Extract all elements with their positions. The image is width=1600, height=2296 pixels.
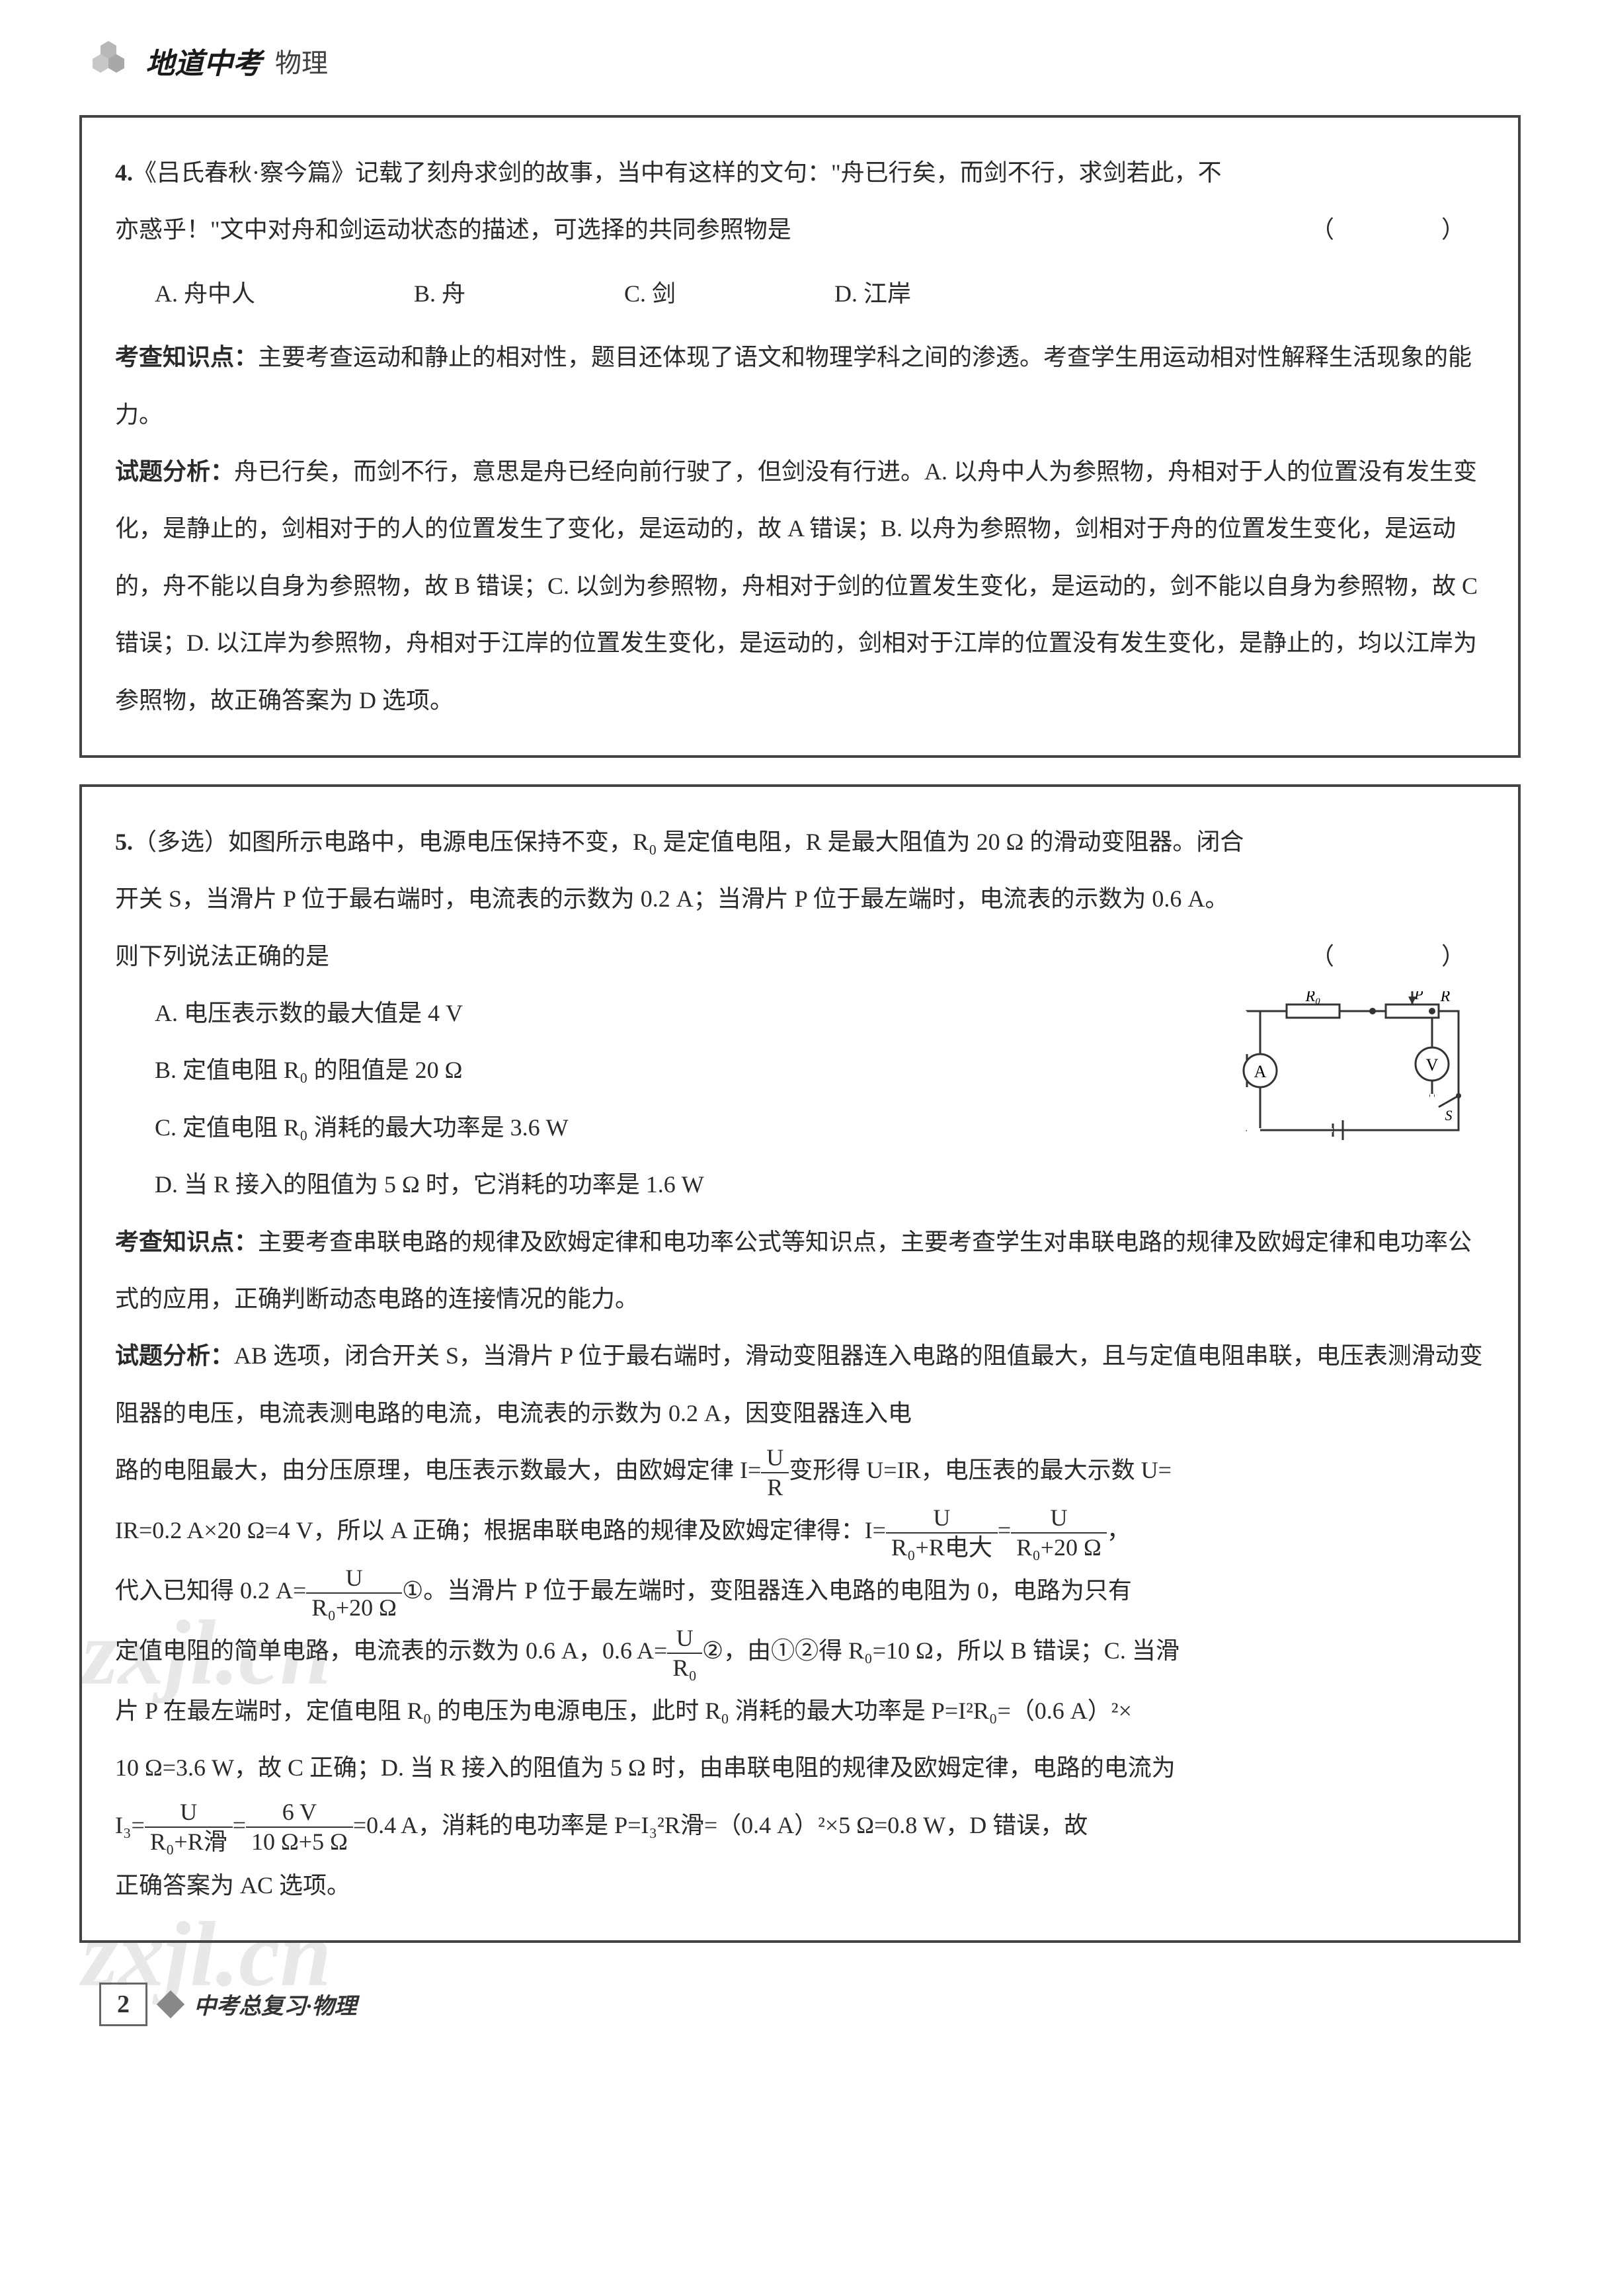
question-4-box: 4.《吕氏春秋·察今篇》记载了刻舟求剑的故事，当中有这样的文句："舟已行矣，而剑…: [79, 115, 1521, 758]
circuit-diagram-icon: R₀ R P A V S: [1234, 991, 1472, 1150]
q5-option-d: D. 当 R 接入的阻值为 5 Ω 时，它消耗的功率是 1.6 W: [155, 1156, 1485, 1213]
q5-stem-line1: 如图所示电路中，电源电压保持不变，R₀ 是定值电阻，R 是最大阻值为 20 Ω …: [228, 829, 1244, 855]
q5-analysis-p4: zxjl.cn 代入已知得 0.2 A=UR₀+20 Ω①。当滑片 P 位于最左…: [115, 1562, 1485, 1622]
q5-tag: （多选）: [133, 829, 228, 855]
q5-ap3a: IR=0.2 A×20 Ω=4 V，所以 A 正确；根据串联电路的规律及欧姆定律…: [115, 1517, 886, 1543]
q5-knowledge-label: 考查知识点：: [115, 1229, 258, 1255]
q4-paren: （ ）: [1310, 201, 1485, 258]
q5-ap5b: ，由①②得 R₀=10 Ω，所以 B 错误；C. 当滑: [723, 1637, 1180, 1664]
q5-analysis-p8: I₃=UR₀+R滑=6 V10 Ω+5 Ω=0.4 A，消耗的电功率是 P=I₃…: [115, 1797, 1485, 1857]
circled-1: ①: [402, 1577, 423, 1604]
q4-knowledge-text: 主要考查运动和静止的相对性，题目还体现了语文和物理学科之间的渗透。考查学生用运动…: [115, 344, 1472, 427]
q4-analysis-label: 试题分析：: [115, 458, 234, 485]
fraction-4: UR₀+20 Ω: [306, 1564, 402, 1622]
q5-analysis-p7: 10 Ω=3.6 W，故 C 正确；D. 当 R 接入的阻值为 5 Ω 时，由串…: [115, 1739, 1485, 1796]
q5-stem: 5.（多选）如图所示电路中，电源电压保持不变，R₀ 是定值电阻，R 是最大阻值为…: [115, 813, 1485, 870]
q4-option-d: D. 江岸: [834, 265, 911, 322]
circled-2: ②: [702, 1637, 723, 1664]
q5-analysis-label: 试题分析：: [115, 1342, 234, 1369]
q5-ap8a: I₃=: [115, 1812, 145, 1838]
header-subject: 物理: [275, 42, 328, 80]
svg-text:R: R: [1440, 991, 1451, 1005]
fraction-3: UR₀+20 Ω: [1011, 1504, 1107, 1562]
fraction-7: 6 V10 Ω+5 Ω: [246, 1798, 353, 1856]
fraction-5: UR₀: [667, 1624, 702, 1682]
q4-analysis: 试题分析：舟已行矣，而剑不行，意思是舟已经向前行驶了，但剑没有行进。A. 以舟中…: [115, 443, 1485, 729]
q4-option-a: A. 舟中人: [155, 265, 255, 322]
fraction-6: UR₀+R滑: [145, 1798, 233, 1856]
q5-knowledge-text: 主要考查串联电路的规律及欧姆定律和电功率公式等知识点，主要考查学生对串联电路的规…: [115, 1229, 1472, 1312]
footer-diamond-icon: [157, 1990, 184, 2018]
q5-ap2b: 变形得 U=IR，电压表的最大示数 U=: [789, 1457, 1172, 1483]
q5-analysis-p3: IR=0.2 A×20 Ω=4 V，所以 A 正确；根据串联电路的规律及欧姆定律…: [115, 1502, 1485, 1562]
q5-ap4a: 代入已知得 0.2 A=: [115, 1577, 306, 1604]
q4-knowledge-label: 考查知识点：: [115, 344, 258, 370]
q5-stem-line2: 开关 S，当滑片 P 位于最右端时，电流表的示数为 0.2 A；当滑片 P 位于…: [115, 870, 1485, 927]
q4-stem: 4.《吕氏春秋·察今篇》记载了刻舟求剑的故事，当中有这样的文句："舟已行矣，而剑…: [115, 144, 1485, 201]
q5-ap4b: 。当滑片 P 位于最左端时，变阻器连入电路的电阻为 0，电路为只有: [423, 1577, 1132, 1604]
q5-knowledge: 考查知识点：主要考查串联电路的规律及欧姆定律和电功率公式等知识点，主要考查学生对…: [115, 1213, 1485, 1328]
fraction-1: UR: [761, 1444, 789, 1502]
q5-ap2a: 路的电阻最大，由分压原理，电压表示数最大，由欧姆定律 I=: [115, 1457, 761, 1483]
question-5-box: 5.（多选）如图所示电路中，电源电压保持不变，R₀ 是定值电阻，R 是最大阻值为…: [79, 784, 1521, 1943]
q5-stem-line3-row: 则下列说法正确的是 （ ）: [115, 928, 1485, 985]
q5-stem-line3: 则下列说法正确的是: [115, 943, 329, 969]
q4-stem-line1: 《吕氏春秋·察今篇》记载了刻舟求剑的故事，当中有这样的文句："舟已行矣，而剑不行…: [133, 159, 1222, 186]
q5-analysis: 试题分析：AB 选项，闭合开关 S，当滑片 P 位于最右端时，滑动变阻器连入电路…: [115, 1327, 1485, 1442]
q5-ap8b: =0.4 A，消耗的电功率是 P=I₃²R滑=（0.4 A）²×5 Ω=0.8 …: [353, 1812, 1088, 1838]
q5-number: 5.: [115, 829, 133, 855]
q4-analysis-text: 舟已行矣，而剑不行，意思是舟已经向前行驶了，但剑没有行进。A. 以舟中人为参照物…: [115, 458, 1478, 714]
page-header: 地道中考 物理: [79, 40, 1521, 82]
svg-text:V: V: [1426, 1055, 1439, 1075]
q4-option-b: B. 舟: [414, 265, 465, 322]
svg-text:A: A: [1254, 1062, 1267, 1081]
q4-stem-line2: 亦惑乎！"文中对舟和剑运动状态的描述，可选择的共同参照物是: [115, 216, 791, 243]
q4-number: 4.: [115, 159, 133, 186]
q4-option-c: C. 剑: [624, 265, 676, 322]
q5-analysis-p2: 路的电阻最大，由分压原理，电压表示数最大，由欧姆定律 I=UR变形得 U=IR，…: [115, 1442, 1485, 1502]
footer-label: 中考总复习·物理: [194, 1988, 357, 2020]
fraction-2: UR₀+R电大: [886, 1504, 998, 1562]
q5-analysis-p6: 片 P 在最左端时，定值电阻 R₀ 的电压为电源电压，此时 R₀ 消耗的最大功率…: [115, 1682, 1485, 1739]
header-title: 地道中考: [145, 40, 262, 82]
q5-analysis-p5: 定值电阻的简单电路，电流表的示数为 0.6 A，0.6 A=UR₀②，由①②得 …: [115, 1622, 1485, 1682]
page-footer: 2 中考总复习·物理: [79, 1983, 1521, 2026]
hexagon-logo-icon: [93, 41, 132, 81]
q5-ap5a: 定值电阻的简单电路，电流表的示数为 0.6 A，0.6 A=: [115, 1637, 667, 1664]
q5-paren: （ ）: [1310, 928, 1485, 985]
q5-analysis-p9: zxjl.cn 正确答案为 AC 选项。: [115, 1857, 1485, 1914]
svg-text:S: S: [1445, 1107, 1453, 1124]
q5-analysis-p1: AB 选项，闭合开关 S，当滑片 P 位于最右端时，滑动变阻器连入电路的阻值最大…: [115, 1342, 1483, 1426]
q4-knowledge: 考查知识点：主要考查运动和静止的相对性，题目还体现了语文和物理学科之间的渗透。考…: [115, 329, 1485, 443]
q4-options: A. 舟中人 B. 舟 C. 剑 D. 江岸: [155, 265, 1485, 322]
q4-stem-line2-row: 亦惑乎！"文中对舟和剑运动状态的描述，可选择的共同参照物是 （ ）: [115, 201, 1485, 258]
svg-text:R₀: R₀: [1304, 991, 1320, 1005]
page-number: 2: [99, 1983, 147, 2026]
